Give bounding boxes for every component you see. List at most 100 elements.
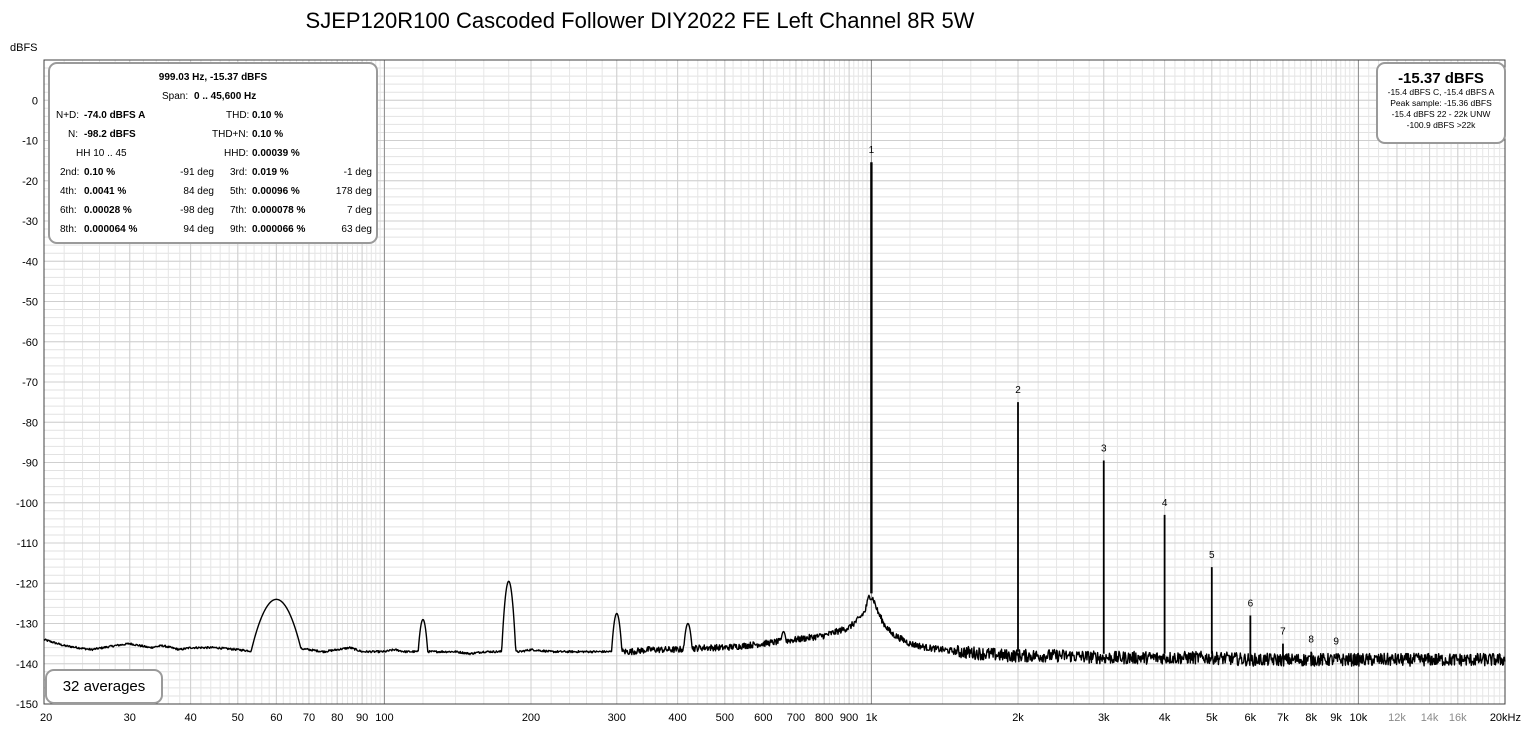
harmonic-phase: 84 deg: [183, 186, 214, 197]
harmonic-phase: -98 deg: [180, 205, 214, 216]
x-tick-label: 6k: [1245, 712, 1257, 724]
harmonic-value: 0.00028 %: [84, 205, 132, 216]
harmonic-label: 7th:: [230, 205, 247, 216]
x-tick-label: 3k: [1098, 712, 1110, 724]
span-label: Span:: [162, 91, 189, 102]
harmonic-label: 4th:: [60, 186, 77, 197]
stats-header: 999.03 Hz, -15.37 dBFS: [158, 72, 268, 83]
harmonic-value: 0.000064 %: [84, 224, 138, 235]
y-tick-label: -110: [17, 538, 38, 550]
y-tick-label: 0: [32, 95, 38, 107]
y-tick-label: -100: [16, 498, 38, 510]
x-tick-label: 5k: [1206, 712, 1218, 724]
harmonic-peak-label: 5: [1209, 550, 1215, 561]
harmonic-peak-label: 4: [1162, 498, 1168, 509]
span-value: 0 .. 45,600 Hz: [194, 91, 257, 102]
x-tick-label: 800: [815, 712, 833, 724]
x-tick-label: 90: [356, 712, 368, 724]
x-tick-label: 4k: [1159, 712, 1171, 724]
x-tick-label: 12k: [1388, 712, 1406, 724]
y-tick-label: -30: [22, 216, 38, 228]
y-tick-label: -50: [22, 297, 38, 309]
level-line: -100.9 dBFS >22k: [1406, 120, 1476, 130]
harmonic-phase: -91 deg: [180, 167, 214, 178]
n-label: N:: [68, 129, 78, 140]
harmonic-value: 0.00096 %: [252, 186, 300, 197]
x-tick-label: 900: [840, 712, 858, 724]
y-tick-label: -40: [22, 256, 38, 268]
harmonic-phase: 178 deg: [335, 186, 372, 197]
x-tick-label: 200: [522, 712, 540, 724]
level-line: -15.4 dBFS 22 - 22k UNW: [1391, 109, 1491, 119]
y-tick-label: -120: [16, 578, 38, 590]
x-tick-label: 100: [375, 712, 393, 724]
level-line: Peak sample: -15.36 dBFS: [1390, 98, 1492, 108]
x-tick-label: 20: [40, 712, 52, 724]
thdn-label: THD+N:: [212, 129, 249, 140]
y-tick-label: -60: [22, 337, 38, 349]
y-tick-label: -80: [22, 417, 38, 429]
y-tick-label: -70: [22, 377, 38, 389]
harmonic-row: 4th: 0.0041 % 84 deg 5th: 0.00096 % 178 deg: [50, 182, 376, 201]
harmonic-value: 0.019 %: [252, 167, 289, 178]
harmonic-phase: 7 deg: [346, 205, 372, 216]
thd-value: 0.10 %: [252, 110, 284, 121]
harmonic-peak-label: 6: [1248, 598, 1254, 609]
measurement-stats-panel: 999.03 Hz, -15.37 dBFS Span: 0 .. 45,600…: [48, 62, 378, 244]
harmonic-label: 6th:: [60, 205, 77, 216]
harmonic-row: 8th: 0.000064 % 94 deg 9th: 0.000066 % 63 deg: [50, 220, 376, 239]
x-tick-label: 16k: [1449, 712, 1467, 724]
x-tick-label: 20kHz: [1490, 712, 1521, 724]
x-tick-label: 500: [716, 712, 734, 724]
spectrum-trace: [43, 580, 1506, 667]
x-tick-label: 8k: [1305, 712, 1317, 724]
x-tick-label: 70: [303, 712, 315, 724]
chart-title: SJEP120R100 Cascoded Follower DIY2022 FE…: [305, 8, 975, 33]
level-main: -15.37 dBFS: [1398, 70, 1484, 87]
y-tick-label: -140: [16, 659, 38, 671]
harmonic-label: 8th:: [60, 224, 77, 235]
harmonic-label: 2nd:: [60, 167, 80, 178]
level-line: -15.4 dBFS C, -15.4 dBFS A: [1387, 87, 1495, 97]
harmonic-phase: -1 deg: [343, 167, 372, 178]
y-axis-unit: dBFS: [10, 42, 38, 54]
harmonic-peak-label: 1: [869, 145, 875, 156]
harmonic-value: 0.0041 %: [84, 186, 127, 197]
y-tick-label: -90: [22, 458, 38, 470]
harmonic-label: 3rd:: [230, 167, 248, 178]
nd-value: -74.0 dBFS A: [84, 110, 146, 121]
plot-frame: [43, 59, 1506, 705]
hhd-label: HHD:: [224, 148, 249, 159]
hhd-value: 0.00039 %: [252, 148, 300, 159]
harmonic-phase: 94 deg: [183, 224, 214, 235]
x-tick-label: 80: [331, 712, 343, 724]
x-tick-label: 7k: [1277, 712, 1289, 724]
harmonic-value: 0.000078 %: [252, 205, 306, 216]
harmonic-peak-label: 8: [1308, 635, 1314, 646]
y-tick-label: -20: [22, 176, 38, 188]
harmonic-label: 5th:: [230, 186, 247, 197]
harmonic-phase: 63 deg: [341, 224, 372, 235]
thdn-value: 0.10 %: [252, 129, 284, 140]
harmonic-peak-label: 9: [1333, 637, 1339, 648]
n-value: -98.2 dBFS: [84, 129, 136, 140]
averages-badge: 32 averages: [45, 669, 163, 704]
y-tick-label: -150: [16, 699, 38, 711]
x-tick-label: 2k: [1012, 712, 1024, 724]
x-tick-label: 10k: [1350, 712, 1368, 724]
hh-label: HH 10 .. 45: [76, 148, 127, 159]
x-tick-label: 600: [754, 712, 772, 724]
harmonic-value: 0.000066 %: [252, 224, 306, 235]
harmonic-peak-label: 2: [1015, 385, 1021, 396]
x-tick-label: 40: [184, 712, 196, 724]
x-tick-label: 300: [608, 712, 626, 724]
harmonic-peak-label: 3: [1101, 443, 1107, 454]
harmonic-peak-label: 7: [1280, 627, 1286, 638]
y-tick-label: -130: [16, 619, 38, 631]
x-tick-label: 50: [232, 712, 244, 724]
harmonic-row: 6th: 0.00028 % -98 deg 7th: 0.000078 % 7 deg: [50, 201, 376, 220]
harmonic-value: 0.10 %: [84, 167, 116, 178]
harmonic-label: 9th:: [230, 224, 247, 235]
